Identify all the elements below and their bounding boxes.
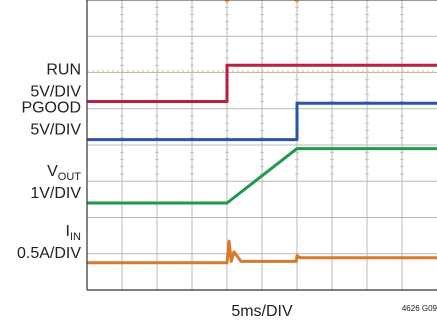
trigger-marker: [224, 0, 230, 4]
channel-scale-run: 5V/DIV: [30, 84, 81, 101]
channel-name-iin: IIN: [66, 223, 82, 243]
channel-scale-pgood: 5V/DIV: [30, 122, 81, 139]
channel-name-vout: VOUT: [47, 163, 81, 183]
trace-run: [87, 63, 437, 103]
channel-scale-iin: 0.5A/DIV: [17, 245, 81, 262]
trace-vout: [87, 147, 437, 205]
channel-scale-vout: 1V/DIV: [30, 185, 81, 202]
trace-pgood: [87, 101, 437, 142]
channel-name-pgood: PGOOD: [21, 100, 81, 117]
traces: [87, 0, 437, 265]
trigger-marker: [294, 0, 300, 4]
channel-name-run: RUN: [46, 62, 81, 79]
x-axis-label: 5ms/DIV: [231, 303, 293, 320]
trace-iin: [87, 239, 437, 265]
channel-labels: RUN5V/DIVPGOOD5V/DIVVOUT1V/DIVIIN0.5A/DI…: [17, 62, 81, 262]
figure-id: 4626 G09: [402, 304, 437, 313]
